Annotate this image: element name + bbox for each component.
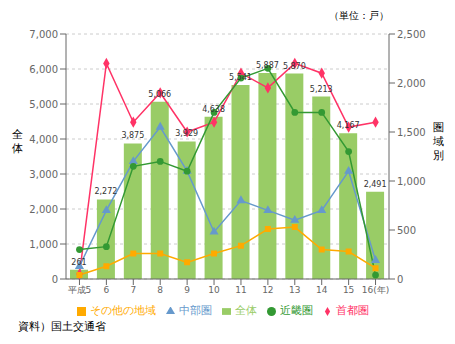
svg-text:4,167: 4,167	[337, 121, 360, 130]
svg-text:3,000: 3,000	[29, 169, 58, 180]
svg-text:5,541: 5,541	[229, 73, 252, 82]
svg-text:9: 9	[184, 285, 190, 295]
svg-text:10: 10	[208, 285, 220, 295]
svg-text:13: 13	[289, 285, 300, 295]
svg-text:7: 7	[130, 285, 136, 295]
svg-text:261: 261	[71, 258, 86, 267]
svg-text:4,638: 4,638	[202, 105, 225, 114]
svg-text:5,066: 5,066	[148, 90, 171, 99]
svg-text:12: 12	[262, 285, 273, 295]
svg-text:3,929: 3,929	[175, 129, 198, 138]
svg-text:1,500: 1,500	[397, 127, 426, 138]
svg-text:5,213: 5,213	[310, 85, 333, 94]
html-text:その他の地域: その他の地域	[89, 304, 156, 317]
svg-text:2,272: 2,272	[94, 187, 117, 196]
svg-text:16(年): 16(年)	[362, 285, 389, 295]
html-text:中部圏: 中部圏	[178, 304, 212, 317]
svg-text:8: 8	[157, 285, 163, 295]
svg-text:平成5: 平成5	[68, 285, 92, 295]
html-text:全 体: 全 体	[11, 128, 23, 155]
svg-text:1,000: 1,000	[397, 176, 426, 187]
html-text:首都圏: 首都圏	[335, 304, 369, 317]
svg-text:1,000: 1,000	[29, 239, 58, 250]
svg-text:500: 500	[397, 225, 416, 236]
html-text:全体: 全体	[234, 304, 257, 317]
svg-text:11: 11	[235, 285, 246, 295]
html-text:資料）国土交通省: 資料）国土交通省	[18, 320, 106, 333]
svg-text:2,491: 2,491	[364, 180, 387, 189]
svg-text:14: 14	[316, 285, 328, 295]
svg-text:6: 6	[104, 285, 110, 295]
svg-text:5,887: 5,887	[256, 61, 279, 70]
svg-text:5,870: 5,870	[283, 62, 306, 71]
svg-text:2,500: 2,500	[397, 29, 426, 40]
svg-text:2,000: 2,000	[29, 204, 58, 215]
svg-text:0: 0	[52, 274, 58, 285]
html-text:圏 域 別: 圏 域 別	[432, 121, 444, 162]
svg-text:3,875: 3,875	[121, 131, 144, 140]
html-text:（単位：戸）: （単位：戸）	[329, 10, 389, 21]
svg-text:15: 15	[343, 285, 354, 295]
html-text:近畿圏: 近畿圏	[279, 304, 313, 317]
svg-text:7,000: 7,000	[29, 29, 58, 40]
svg-text:5,000: 5,000	[29, 99, 58, 110]
svg-text:0: 0	[397, 274, 403, 285]
svg-text:2,000: 2,000	[397, 78, 426, 89]
svg-text:6,000: 6,000	[29, 64, 58, 75]
svg-text:4,000: 4,000	[29, 134, 58, 145]
